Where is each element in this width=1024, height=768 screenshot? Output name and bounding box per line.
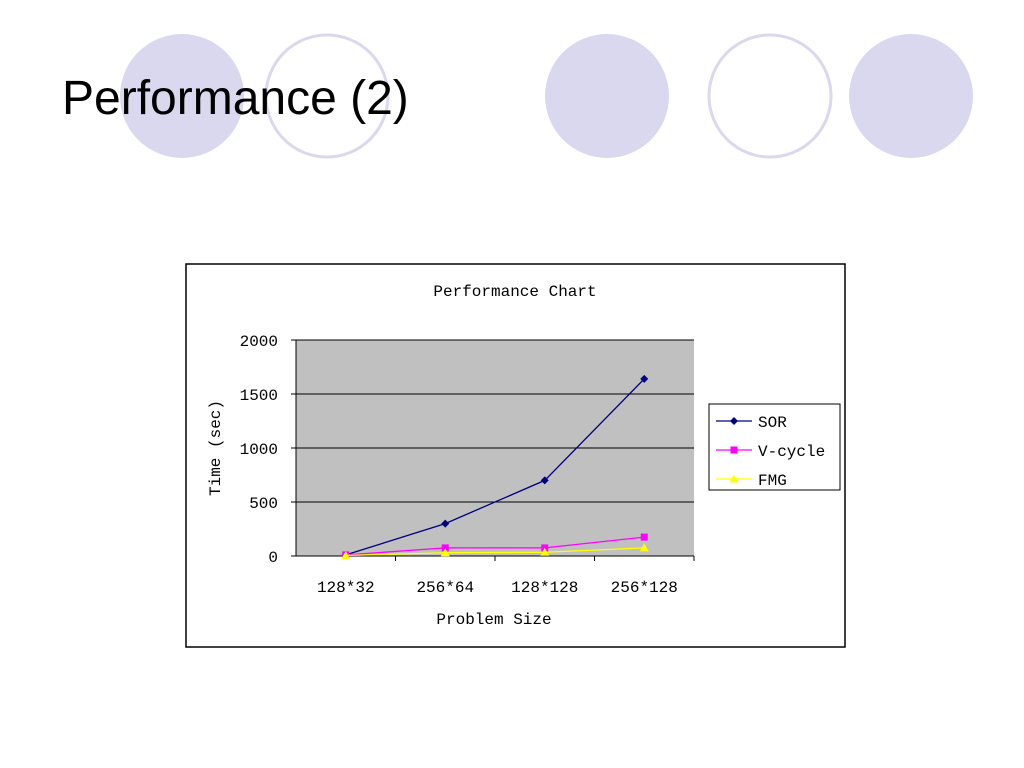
marker	[540, 476, 549, 485]
slide-title: Performance (2)	[62, 72, 409, 125]
marker	[540, 547, 550, 556]
marker	[729, 474, 739, 483]
marker	[440, 548, 450, 557]
y-tick-label: 0	[268, 549, 278, 567]
marker	[639, 543, 649, 552]
marker	[441, 519, 450, 528]
y-tick-label: 2000	[240, 333, 278, 351]
decor-circle	[120, 34, 244, 158]
legend-label: SOR	[758, 414, 787, 432]
legend-label: FMG	[758, 472, 787, 490]
decor-circle	[707, 33, 833, 159]
legend-label: V-cycle	[758, 443, 825, 461]
marker	[730, 446, 738, 454]
series-line	[345, 536, 645, 556]
marker	[730, 417, 738, 425]
series-line	[345, 547, 645, 557]
y-axis-label: Time (sec)	[207, 400, 225, 496]
marker	[640, 374, 649, 383]
decor-circle	[849, 34, 973, 158]
y-tick-label: 500	[249, 495, 278, 513]
x-tick-label: 256*128	[611, 579, 678, 597]
series-line	[345, 378, 645, 556]
x-tick-label: 256*64	[416, 579, 474, 597]
marker	[441, 544, 449, 552]
marker	[341, 550, 351, 559]
marker	[640, 533, 648, 541]
y-tick-label: 1000	[240, 441, 278, 459]
decor-circle	[545, 34, 669, 158]
decor-circle	[264, 33, 390, 159]
x-tick-label: 128*32	[317, 579, 375, 597]
y-tick-label: 1500	[240, 387, 278, 405]
x-tick-label: 128*128	[511, 579, 578, 597]
chart-title: Performance Chart	[433, 283, 596, 301]
x-axis-label: Problem Size	[436, 611, 551, 629]
